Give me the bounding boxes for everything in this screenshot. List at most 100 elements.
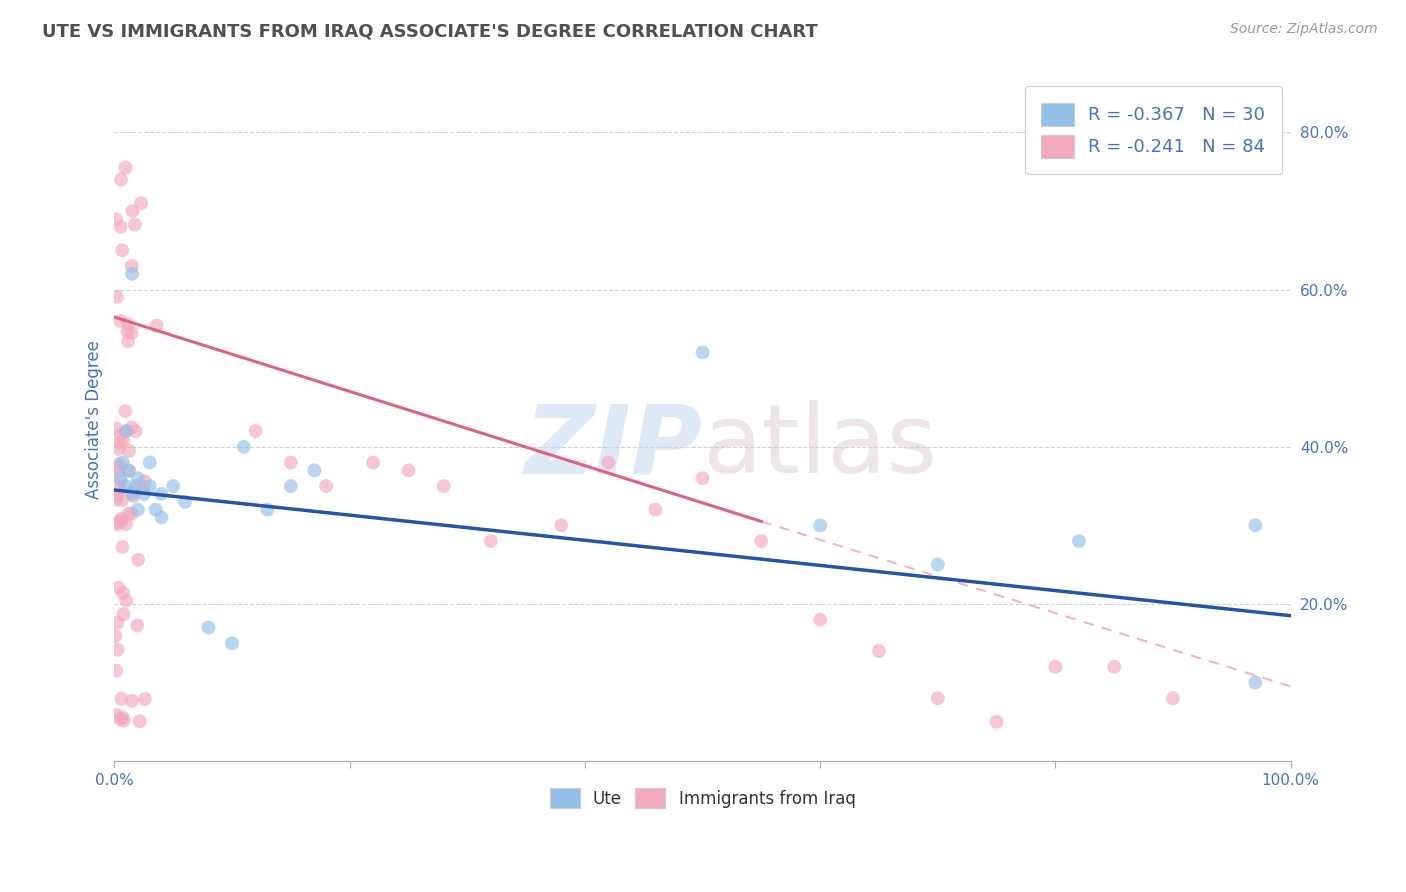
Point bbox=[868, 644, 890, 658]
Point bbox=[107, 615, 129, 630]
Point bbox=[1244, 518, 1267, 533]
Point bbox=[256, 502, 278, 516]
Point bbox=[110, 219, 132, 234]
Point bbox=[479, 534, 502, 549]
Point bbox=[808, 518, 831, 533]
Point bbox=[107, 464, 129, 478]
Point bbox=[107, 642, 129, 657]
Point bbox=[105, 212, 128, 227]
Point bbox=[138, 455, 160, 469]
Point bbox=[1161, 691, 1184, 706]
Point bbox=[232, 440, 254, 454]
Legend: Ute, Immigrants from Iraq: Ute, Immigrants from Iraq bbox=[543, 781, 862, 814]
Point bbox=[124, 479, 146, 493]
Point bbox=[110, 712, 132, 726]
Point bbox=[108, 457, 131, 471]
Point bbox=[118, 444, 141, 458]
Y-axis label: Associate's Degree: Associate's Degree bbox=[86, 340, 103, 499]
Point bbox=[105, 489, 128, 503]
Point bbox=[114, 404, 136, 418]
Point bbox=[105, 515, 128, 529]
Point bbox=[105, 492, 128, 507]
Point bbox=[117, 463, 139, 477]
Point bbox=[105, 421, 128, 435]
Point bbox=[121, 420, 143, 434]
Point bbox=[110, 515, 132, 529]
Point bbox=[150, 510, 173, 524]
Point bbox=[315, 479, 337, 493]
Point bbox=[127, 553, 149, 567]
Point bbox=[117, 324, 139, 338]
Point bbox=[1102, 660, 1125, 674]
Point bbox=[121, 259, 143, 273]
Point bbox=[105, 517, 128, 532]
Point bbox=[105, 460, 128, 475]
Point bbox=[174, 495, 197, 509]
Point bbox=[110, 692, 132, 706]
Text: Source: ZipAtlas.com: Source: ZipAtlas.com bbox=[1230, 22, 1378, 37]
Point bbox=[110, 475, 132, 489]
Point bbox=[121, 267, 143, 281]
Point bbox=[1244, 675, 1267, 690]
Point bbox=[122, 489, 145, 503]
Point bbox=[433, 479, 456, 493]
Point bbox=[122, 483, 145, 498]
Point bbox=[197, 620, 219, 634]
Point bbox=[115, 517, 138, 532]
Point bbox=[749, 534, 772, 549]
Point bbox=[110, 314, 132, 328]
Point bbox=[927, 691, 949, 706]
Point bbox=[117, 334, 139, 349]
Point bbox=[127, 471, 149, 485]
Point bbox=[986, 714, 1008, 729]
Point bbox=[115, 424, 138, 438]
Point bbox=[115, 593, 138, 607]
Point bbox=[111, 455, 134, 469]
Point bbox=[132, 487, 155, 501]
Text: UTE VS IMMIGRANTS FROM IRAQ ASSOCIATE'S DEGREE CORRELATION CHART: UTE VS IMMIGRANTS FROM IRAQ ASSOCIATE'S … bbox=[42, 22, 818, 40]
Point bbox=[110, 471, 132, 485]
Point bbox=[114, 161, 136, 175]
Point bbox=[124, 218, 146, 232]
Point bbox=[121, 487, 143, 501]
Point bbox=[111, 710, 134, 724]
Point bbox=[118, 464, 141, 478]
Point bbox=[245, 424, 267, 438]
Point bbox=[110, 172, 132, 186]
Point bbox=[550, 518, 572, 533]
Point bbox=[112, 714, 135, 728]
Point bbox=[111, 493, 134, 508]
Point bbox=[280, 479, 302, 493]
Point bbox=[118, 507, 141, 521]
Point bbox=[127, 502, 149, 516]
Point bbox=[107, 442, 129, 456]
Point bbox=[105, 708, 128, 723]
Point bbox=[1045, 660, 1067, 674]
Point bbox=[112, 607, 135, 622]
Point bbox=[150, 487, 173, 501]
Point bbox=[280, 455, 302, 469]
Point bbox=[107, 581, 129, 595]
Point bbox=[111, 244, 134, 258]
Point bbox=[598, 455, 620, 469]
Point bbox=[927, 558, 949, 572]
Point bbox=[111, 540, 134, 554]
Point bbox=[111, 512, 134, 526]
Point bbox=[221, 636, 243, 650]
Point bbox=[121, 204, 143, 219]
Point bbox=[112, 434, 135, 448]
Point bbox=[138, 479, 160, 493]
Point bbox=[644, 502, 666, 516]
Point bbox=[115, 424, 138, 438]
Text: atlas: atlas bbox=[703, 401, 938, 493]
Point bbox=[1067, 534, 1090, 549]
Point bbox=[134, 475, 156, 489]
Point bbox=[808, 613, 831, 627]
Point bbox=[121, 694, 143, 708]
Point bbox=[162, 479, 184, 493]
Point bbox=[110, 428, 132, 442]
Text: ZIP: ZIP bbox=[524, 401, 703, 493]
Point bbox=[127, 618, 149, 632]
Point bbox=[111, 586, 134, 600]
Point bbox=[124, 424, 146, 438]
